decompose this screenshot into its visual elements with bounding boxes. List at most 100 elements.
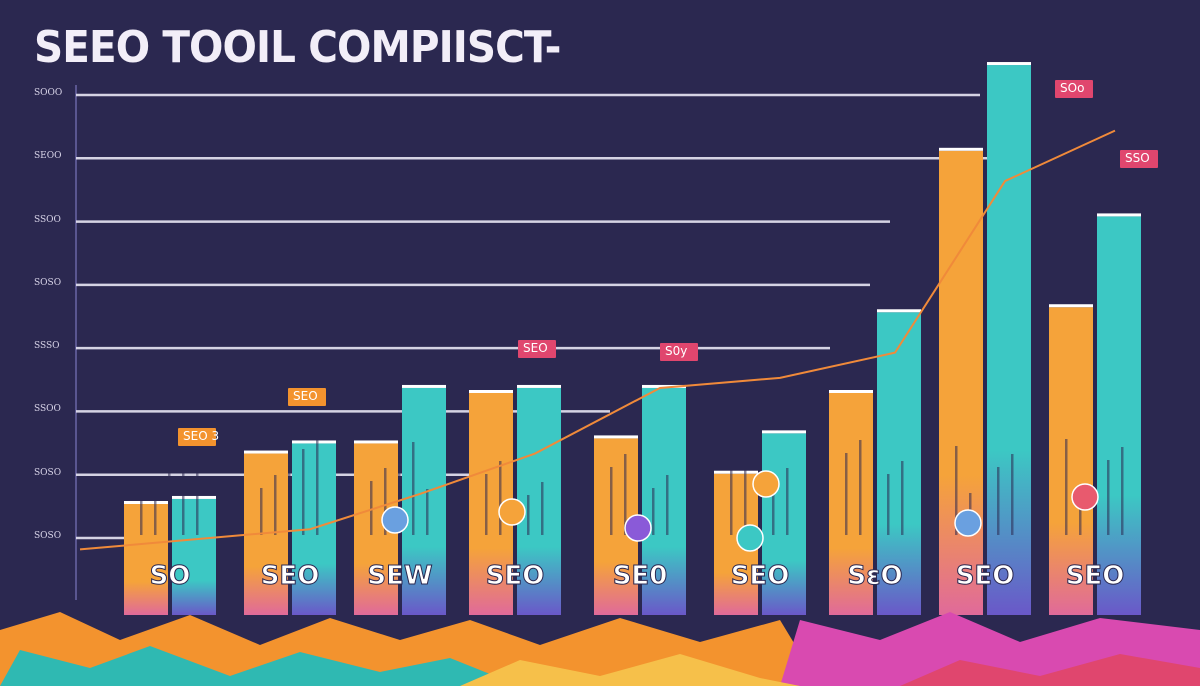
drip-streak [1011,454,1014,535]
drip-streak [772,481,775,535]
drip-streak [758,494,761,535]
drip-streak [398,455,401,535]
drip-streak [1107,460,1110,535]
badge-icon [381,506,409,534]
drip-streak [786,468,789,535]
bar-cap [402,384,446,388]
drip-streak [426,489,429,535]
callout-box [518,340,556,358]
bar-cap [172,495,216,499]
drip-streak [955,446,958,535]
bar-orange [939,150,983,615]
bar-teal [762,433,806,615]
ground-splash [0,646,520,686]
chart-title: SEEO TOOIL COMPIISCT- [34,22,561,73]
drip-streak [887,474,890,535]
callout-label: SEO [293,389,318,403]
drip-streak [527,495,530,535]
drip-streak [541,482,544,535]
callout-label: SSO [1125,151,1150,165]
drip-streak [997,467,1000,535]
drip-streak [513,448,516,535]
bar-cap [292,440,336,444]
callout-label: S0y [665,344,688,358]
badge-icon [498,498,526,526]
y-tick-label: SSSO [34,341,60,352]
callout-box [178,428,216,446]
drip-streak [610,467,613,535]
bar-teal [402,387,446,615]
drip-streak [873,487,876,535]
bar-cap [714,470,758,474]
y-tick-label: SSOO [34,404,61,415]
bar-cap [354,440,398,444]
y-tick-label: SOSO [34,531,62,541]
callout-box [288,388,326,406]
bar-teal [172,498,216,615]
bar-cap [1097,213,1141,217]
bar-cap [829,390,873,393]
y-tick-label: SOSO [34,467,62,478]
bar-teal [987,65,1031,615]
trend-line [79,129,1116,551]
drip-streak [624,454,627,535]
category-label: SEO [731,561,790,591]
ground-splash [900,654,1200,686]
drip-streak [1065,439,1068,535]
drip-streak [370,481,373,535]
bar-cap [877,309,921,313]
drip-streak [744,447,747,535]
bar-orange [124,504,168,615]
bar-cap [1049,304,1093,308]
drip-streak [302,449,305,535]
bar-cap [987,62,1031,66]
y-tick-label: SSOO [34,214,61,225]
drip-streak [1121,447,1124,535]
bar-cap [594,435,638,439]
bar-cap [762,430,806,434]
badge-icon [752,470,780,498]
drip-streak [1079,486,1082,535]
category-label: SεO [847,561,902,591]
category-label: SO [150,561,191,591]
drip-streak [412,442,415,535]
category-label: SE0 [613,561,668,591]
bar-orange [829,393,873,615]
y-tick-label: SOSO [34,277,62,288]
callout-label: SEO 3 [183,429,220,443]
drip-streak [316,436,319,535]
drip-streak [485,474,488,535]
bar-teal [642,387,686,615]
category-label: SEO [261,561,320,591]
bar-teal [877,312,921,615]
drip-streak [859,440,862,535]
y-tick-label: SEOO [34,151,62,162]
drip-streak [845,453,848,535]
category-label: SEW [367,561,432,591]
drip-streak [274,475,277,535]
drip-streak [666,475,669,535]
drip-streak [901,461,904,535]
category-label: SEO [956,561,1015,591]
drip-streak [140,495,143,535]
drip-streak [182,456,185,535]
badge-icon [736,524,764,552]
callout-box [1120,150,1158,168]
badge-icon [624,514,652,542]
bar-cap [939,147,983,151]
callout-label: SOo [1060,81,1085,95]
drip-streak [168,469,171,535]
drip-streak [638,441,641,535]
drip-streak [154,482,157,535]
bar-cap [124,501,168,504]
callout-box [1055,80,1093,98]
badge-icon [1071,483,1099,511]
bar-orange [1049,307,1093,615]
badge-icon [954,509,982,537]
callout-box [660,343,698,361]
bar-cap [244,450,288,454]
bar-teal [1097,216,1141,615]
drip-streak [196,443,199,535]
category-label: SEO [1066,561,1125,591]
